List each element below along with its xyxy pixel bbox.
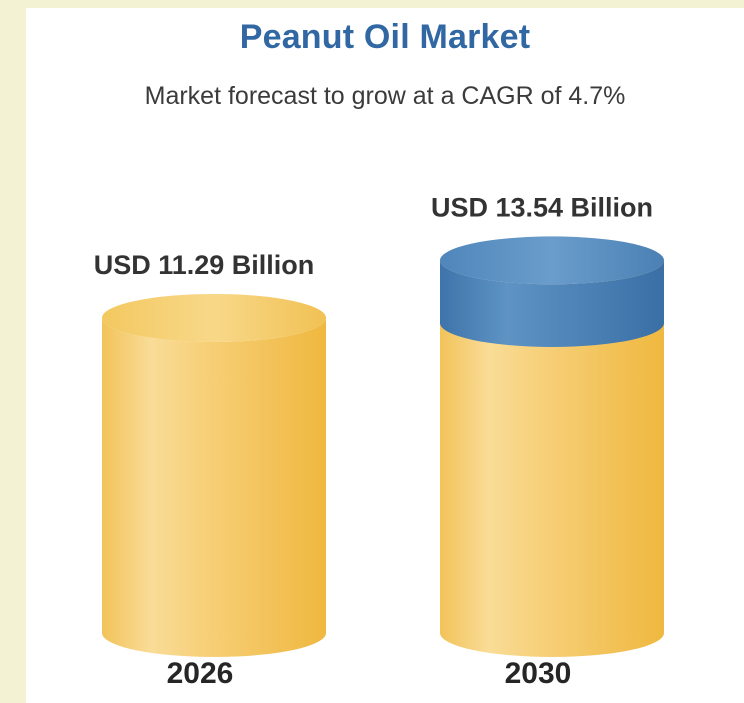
cylinder-top	[440, 236, 664, 285]
x-tick-label: 2030	[505, 657, 572, 690]
x-axis-labels: 2026 2030	[167, 657, 572, 690]
value-label: USD 13.54 Billion	[431, 192, 653, 222]
cylinder-body	[102, 317, 326, 657]
chart-card: Peanut Oil Market Market forecast to gro…	[26, 8, 744, 703]
cylinder-bar-2030	[440, 236, 664, 657]
chart-subtitle: Market forecast to grow at a CAGR of 4.7…	[144, 82, 626, 110]
chart-title: Peanut Oil Market	[239, 18, 531, 56]
growth-segment	[440, 260, 664, 347]
cylinder-bar-2026	[102, 293, 326, 657]
cylinder-bars	[102, 236, 664, 657]
value-label: USD 11.29 Billion	[94, 250, 315, 280]
cylinder-body	[440, 260, 664, 657]
x-tick-label: 2026	[167, 657, 234, 690]
value-labels: USD 11.29 Billion USD 13.54 Billion	[94, 192, 653, 280]
cylinder-top	[102, 293, 326, 342]
